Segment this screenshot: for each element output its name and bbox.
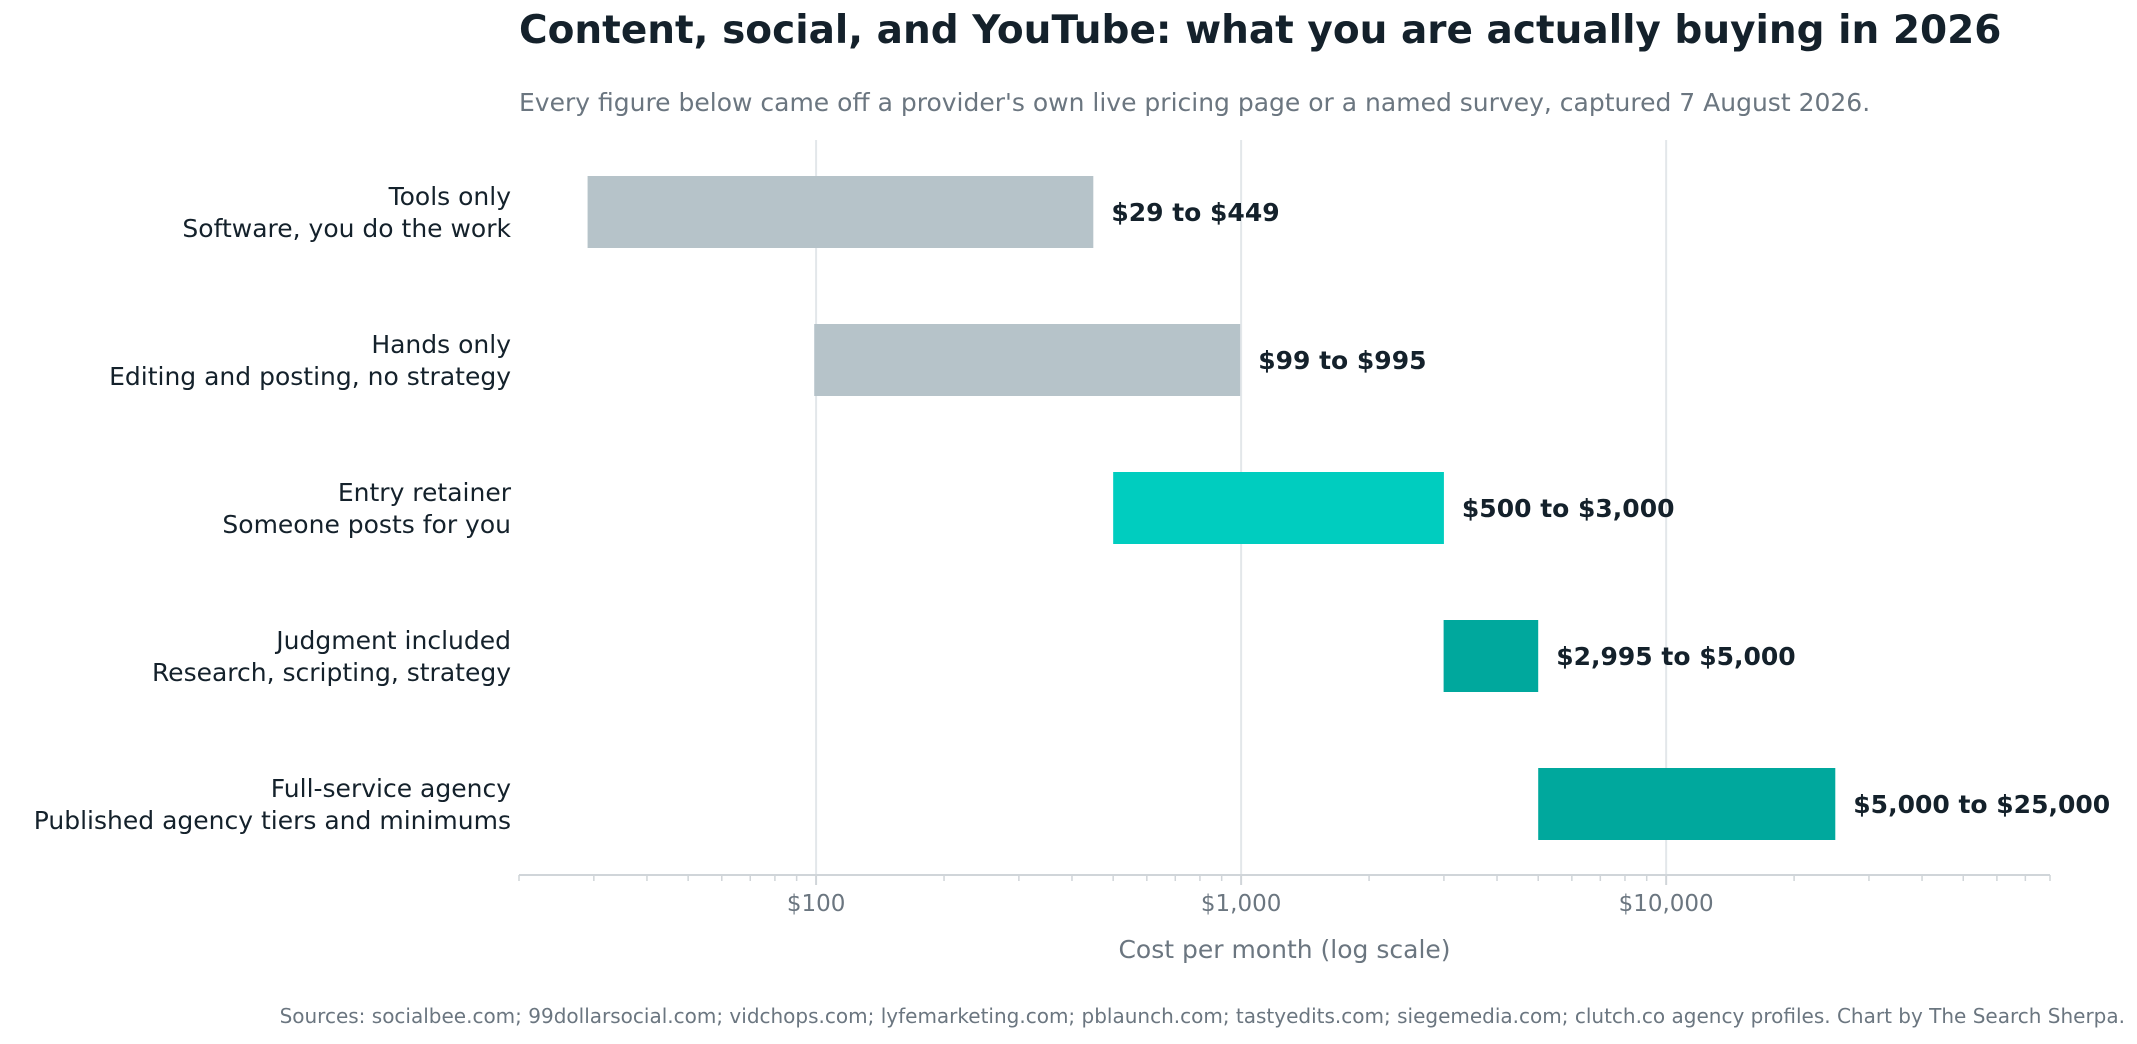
chart-subtitle: Every figure below came off a provider's… (519, 88, 1871, 117)
bar-value-label: $500 to $3,000 (1462, 494, 1675, 523)
range-bar (587, 176, 1094, 248)
range-bar (1113, 472, 1444, 544)
category-description: Someone posts for you (222, 510, 511, 539)
chart-source: Sources: socialbee.com; 99dollarsocial.c… (279, 1004, 2125, 1028)
x-axis-title: Cost per month (log scale) (1118, 935, 1450, 964)
range-bar-chart: Tools only Software, you do the work Hands… (34, 140, 2110, 964)
category-description: Published agency tiers and minimums (34, 806, 511, 835)
bar-value-label: $99 to $995 (1258, 346, 1426, 375)
bar-value-label: $5,000 to $25,000 (1853, 790, 2110, 819)
range-bars (587, 176, 1836, 840)
category-labels: Tools only Software, you do the work Hands… (34, 182, 512, 835)
range-bar (1443, 620, 1539, 692)
bar-value-label: $2,995 to $5,000 (1556, 642, 1795, 671)
category-name: Entry retainer (338, 478, 512, 507)
chart-title: Content, social, and YouTube: what you a… (519, 8, 2002, 53)
bar-value-label: $29 to $449 (1111, 198, 1279, 227)
x-tick-label: $100 (787, 891, 846, 917)
category-name: Full-service agency (271, 774, 511, 803)
value-labels: $29 to $449 $99 to $995 $500 to $3,000 $2,9… (1111, 198, 2110, 819)
range-bar (814, 324, 1241, 396)
category-name: Tools only (388, 182, 512, 211)
x-tick-label: $1,000 (1201, 891, 1281, 917)
category-name: Hands only (371, 330, 511, 359)
category-description: Software, you do the work (182, 214, 511, 243)
category-description: Editing and posting, no strategy (109, 362, 511, 391)
category-description: Research, scripting, strategy (152, 658, 511, 687)
x-tick-label: $10,000 (1619, 891, 1714, 917)
x-axis: Cost per month (log scale) $100 $1,000 $10… (518, 874, 2051, 964)
category-name: Judgment included (274, 626, 511, 655)
range-bar (1538, 768, 1836, 840)
